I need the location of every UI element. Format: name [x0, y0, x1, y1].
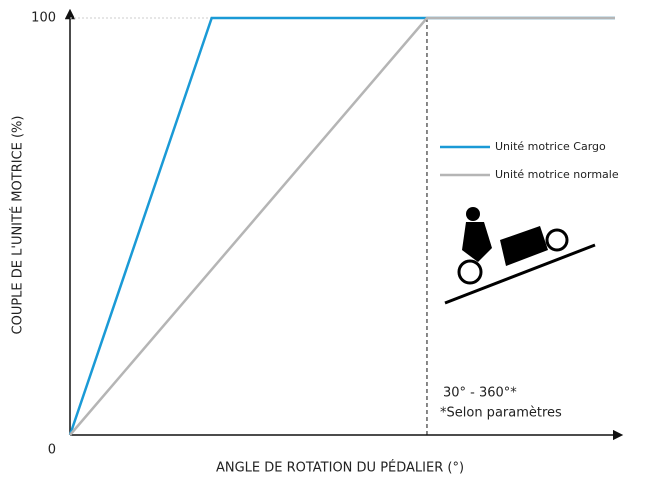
annotation: *Selon paramètres — [440, 406, 562, 421]
y-axis-label: COUPLE DE L'UNITÉ MOTRICE (%) — [10, 116, 26, 335]
series-line — [68, 16, 615, 436]
legend-label: Unité motrice normale — [495, 168, 619, 181]
x-axis-label: ANGLE DE ROTATION DU PÉDALIER (°) — [216, 460, 464, 476]
y-tick-label: 0 — [48, 443, 56, 458]
y-tick-label: 100 — [31, 11, 56, 26]
legend-label: Unité motrice Cargo — [495, 140, 606, 153]
series-line — [69, 16, 615, 436]
annotation: 30° - 360°* — [443, 386, 517, 401]
cargo-bike-icon — [444, 207, 596, 305]
